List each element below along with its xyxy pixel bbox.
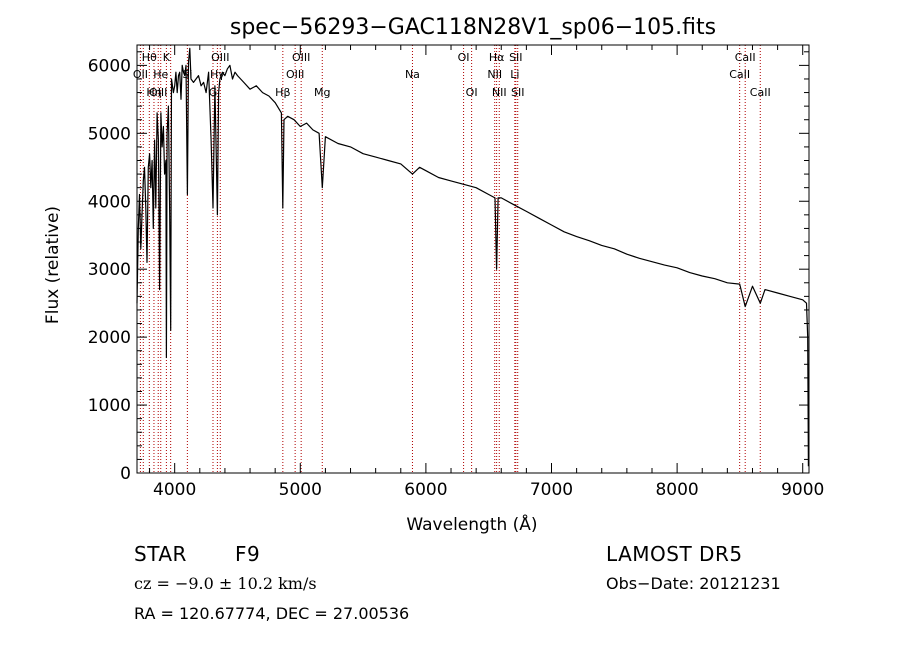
x-axis-label: Wavelength (Å) xyxy=(406,513,537,535)
line-markers xyxy=(139,45,761,473)
line-annotation: CaII xyxy=(729,68,750,81)
y-tick-label: 1000 xyxy=(88,396,131,416)
object-subclass: F9 xyxy=(235,542,261,566)
line-annotation: He xyxy=(153,68,168,81)
line-annotation: Si xyxy=(182,68,192,81)
plot-axes: 4000 5000 6000 7000 8000 9000 0 1000 2000 3000 400… xyxy=(88,44,824,500)
y-tick-label: 0 xyxy=(120,464,131,484)
line-annotation: OIII xyxy=(292,51,310,64)
line-annotation: G xyxy=(209,86,218,99)
object-class: STAR xyxy=(134,542,187,566)
y-tick-label: 2000 xyxy=(88,328,131,348)
x-tick-label: 7000 xyxy=(530,480,573,500)
survey-name: LAMOST DR5 xyxy=(606,542,743,566)
obs-date: Obs−Date: 20121231 xyxy=(606,574,781,593)
x-tick-label: 9000 xyxy=(781,480,824,500)
y-tick-label: 3000 xyxy=(88,260,131,280)
x-tick-label: 6000 xyxy=(404,480,447,500)
x-tick-label: 5000 xyxy=(279,480,322,500)
line-annotation: OI xyxy=(466,86,478,99)
line-annotation: NII xyxy=(492,86,507,99)
line-annotation: Na xyxy=(405,68,420,81)
y-tick-label: 5000 xyxy=(88,124,131,144)
line-annotation: CaII xyxy=(750,86,771,99)
chart-title: spec−56293−GAC118N28V1_sp06−105.fits xyxy=(230,15,716,40)
y-axis-label: Flux (relative) xyxy=(43,206,63,324)
line-annotation: NII xyxy=(487,68,502,81)
spectrum-series xyxy=(136,47,809,467)
coordinates: RA = 120.67774, DEC = 27.00536 xyxy=(134,604,410,623)
plot-frame xyxy=(136,44,810,474)
line-annotation: Mg xyxy=(314,86,330,99)
y-tick-label: 4000 xyxy=(88,192,131,212)
x-tick-label: 8000 xyxy=(655,480,698,500)
line-annotation: OIII xyxy=(286,68,304,81)
line-annotation: Li xyxy=(510,68,519,81)
line-annotation: Hα xyxy=(489,51,505,64)
line-annotation: SII xyxy=(511,86,524,99)
x-tick-label: 4000 xyxy=(153,480,196,500)
y-tick-label: 6000 xyxy=(88,56,131,76)
line-annotation: Hβ xyxy=(275,86,290,99)
line-annotation: Hη xyxy=(146,86,161,99)
line-annotation: Hγ xyxy=(210,68,225,81)
line-annotation: OIII xyxy=(211,51,229,64)
line-annotation: Hθ xyxy=(142,51,157,64)
line-annotation: SII xyxy=(509,51,522,64)
line-annotation: OIII xyxy=(149,86,167,99)
line-annotation: OI xyxy=(458,51,470,64)
redshift-text: cz = −9.0 ± 10.2 km/s xyxy=(134,574,317,593)
spectrum-line xyxy=(136,47,809,467)
line-annotation: K xyxy=(163,51,171,64)
line-annotation: CaII xyxy=(735,51,756,64)
